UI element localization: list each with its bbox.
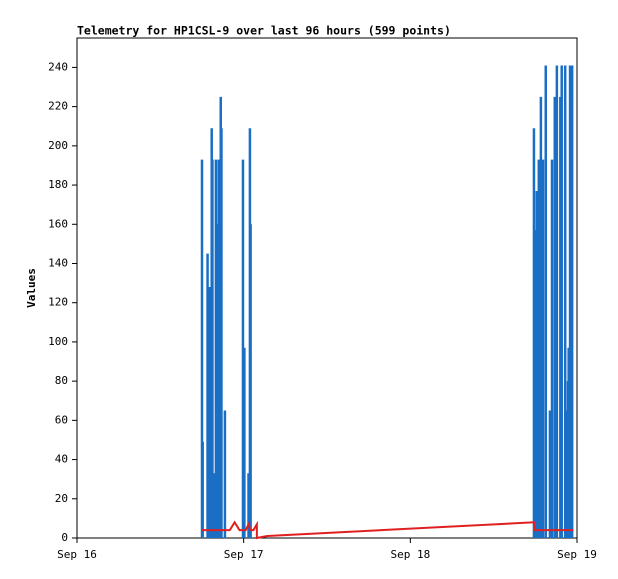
y-tick-label: 140	[48, 256, 68, 269]
y-tick-label: 120	[48, 296, 68, 309]
series-line	[202, 520, 574, 540]
x-tick-label: Sep 16	[57, 548, 97, 561]
x-tick-label: Sep 18	[390, 548, 430, 561]
y-tick-label: 40	[55, 453, 68, 466]
x-tick-label: Sep 19	[557, 548, 597, 561]
x-tick-label: Sep 17	[224, 548, 264, 561]
y-tick-label: 20	[55, 492, 68, 505]
y-tick-label: 240	[48, 60, 68, 73]
y-tick-label: 220	[48, 100, 68, 113]
plot-frame	[76, 37, 578, 539]
y-tick-label: 80	[55, 374, 68, 387]
chart-title: Telemetry for HP1CSL-9 over last 96 hour…	[77, 24, 451, 38]
y-tick-label: 60	[55, 413, 68, 426]
y-axis-label: Values	[25, 268, 38, 308]
y-tick-label: 180	[48, 178, 68, 191]
y-tick-label: 0	[61, 531, 68, 544]
y-tick-label: 200	[48, 139, 68, 152]
y-tick-label: 160	[48, 217, 68, 230]
y-tick-label: 100	[48, 335, 68, 348]
